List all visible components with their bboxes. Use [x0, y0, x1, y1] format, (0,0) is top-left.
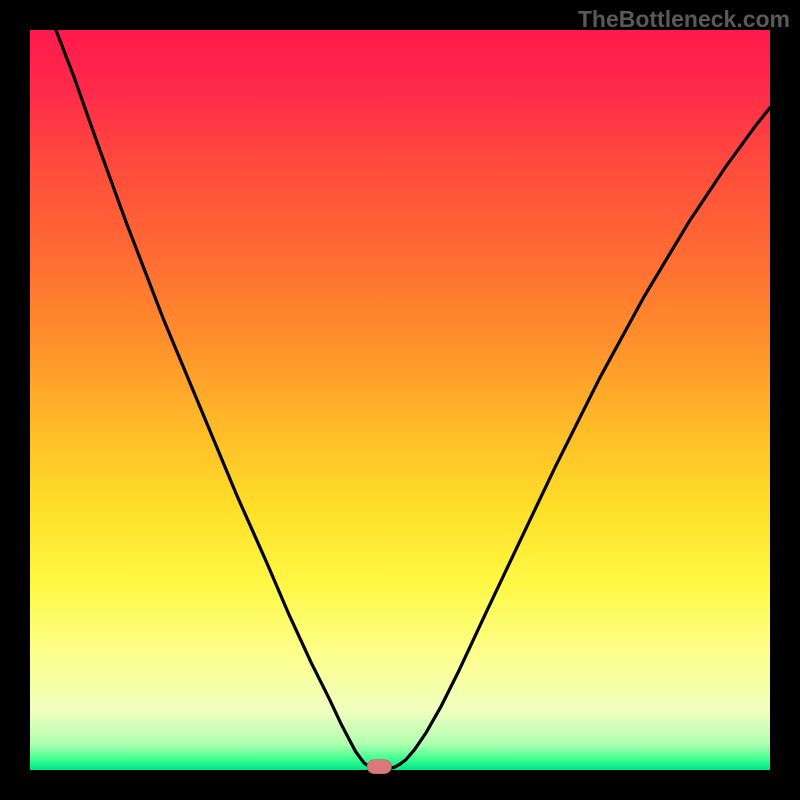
chart-container: TheBottleneck.com — [0, 0, 800, 800]
chart-svg — [0, 0, 800, 800]
optimal-marker — [367, 760, 391, 774]
plot-background — [30, 30, 770, 770]
watermark-text: TheBottleneck.com — [578, 6, 790, 33]
